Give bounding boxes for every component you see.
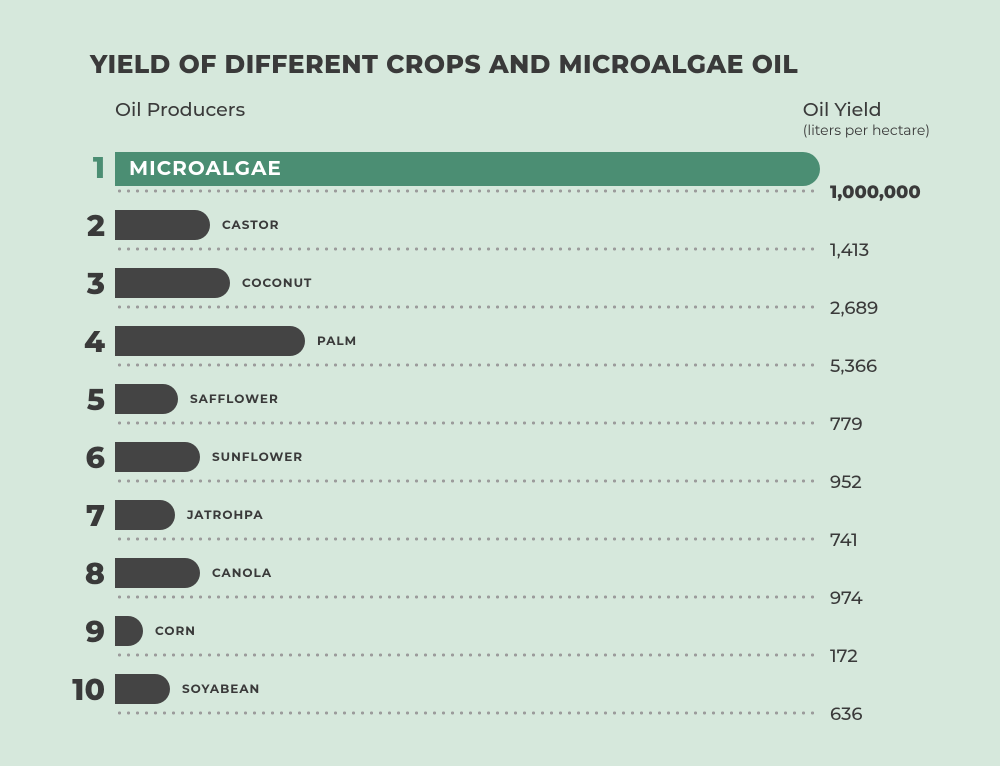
bar: SAFFLOWER — [115, 384, 178, 414]
rank-number: 5 — [60, 381, 105, 418]
bar-label: PALM — [317, 334, 357, 349]
bar: CORN — [115, 616, 143, 646]
column-headers: Oil Producers Oil Yield (liters per hect… — [60, 98, 940, 139]
bar-area: COCONUT — [115, 268, 820, 298]
bar-area: PALM — [115, 326, 820, 356]
bar-label: CORN — [155, 624, 196, 639]
dotted-divider — [115, 189, 820, 193]
header-yield: Oil Yield (liters per hectare) — [803, 98, 930, 139]
bar-label: SUNFLOWER — [212, 450, 303, 465]
bar: SUNFLOWER — [115, 442, 200, 472]
chart-row: 9 CORN 172 — [60, 613, 940, 671]
yield-value: 636 — [830, 703, 940, 725]
chart-title: YIELD OF DIFFERENT CROPS AND MICROALGAE … — [90, 50, 940, 80]
bar-area: SAFFLOWER — [115, 384, 820, 414]
bar: CANOLA — [115, 558, 200, 588]
header-yield-title: Oil Yield — [803, 98, 882, 121]
chart-row: 6 SUNFLOWER 952 — [60, 439, 940, 497]
chart-row: 3 COCONUT 2,689 — [60, 265, 940, 323]
rows-container: 1 MICROALGAE 1,000,000 2 CASTOR 1,413 3 COCONUT… — [60, 149, 940, 729]
chart-row: 1 MICROALGAE 1,000,000 — [60, 149, 940, 207]
rank-number: 2 — [60, 207, 105, 244]
rank-number: 4 — [60, 323, 105, 360]
yield-value: 5,366 — [830, 355, 940, 377]
dotted-divider — [115, 595, 820, 599]
bar-label: CANOLA — [212, 566, 272, 581]
dotted-divider — [115, 653, 820, 657]
yield-value: 1,000,000 — [830, 181, 940, 203]
rank-number: 7 — [60, 497, 105, 534]
dotted-divider — [115, 305, 820, 309]
rank-number: 1 — [60, 149, 105, 186]
yield-value: 779 — [830, 413, 940, 435]
rank-number: 8 — [60, 555, 105, 592]
header-producers: Oil Producers — [115, 98, 245, 139]
yield-value: 974 — [830, 587, 940, 609]
bar-label: COCONUT — [242, 276, 312, 291]
chart-row: 7 JATROHPA 741 — [60, 497, 940, 555]
chart-row: 5 SAFFLOWER 779 — [60, 381, 940, 439]
rank-number: 3 — [60, 265, 105, 302]
bar-label: SOYABEAN — [182, 682, 260, 697]
rank-number: 6 — [60, 439, 105, 476]
yield-value: 2,689 — [830, 297, 940, 319]
bar-label: MICROALGAE — [129, 157, 282, 181]
bar-area: MICROALGAE — [115, 152, 820, 182]
dotted-divider — [115, 421, 820, 425]
chart-row: 4 PALM 5,366 — [60, 323, 940, 381]
header-yield-subtitle: (liters per hectare) — [803, 121, 930, 139]
bar-area: CORN — [115, 616, 820, 646]
dotted-divider — [115, 363, 820, 367]
bar-label: CASTOR — [222, 218, 280, 233]
chart-row: 2 CASTOR 1,413 — [60, 207, 940, 265]
bar-area: CANOLA — [115, 558, 820, 588]
rank-number: 10 — [60, 671, 105, 708]
bar-label: SAFFLOWER — [190, 392, 279, 407]
rank-number: 9 — [60, 613, 105, 650]
bar-area: CASTOR — [115, 210, 820, 240]
bar: COCONUT — [115, 268, 230, 298]
bar-area: JATROHPA — [115, 500, 820, 530]
chart-row: 10 SOYABEAN 636 — [60, 671, 940, 729]
bar: PALM — [115, 326, 305, 356]
bar-area: SUNFLOWER — [115, 442, 820, 472]
yield-value: 952 — [830, 471, 940, 493]
dotted-divider — [115, 537, 820, 541]
yield-value: 1,413 — [830, 239, 940, 261]
bar: MICROALGAE — [115, 152, 820, 186]
dotted-divider — [115, 711, 820, 715]
yield-value: 172 — [830, 645, 940, 667]
bar: CASTOR — [115, 210, 210, 240]
dotted-divider — [115, 479, 820, 483]
chart-container: YIELD OF DIFFERENT CROPS AND MICROALGAE … — [0, 0, 1000, 766]
chart-row: 8 CANOLA 974 — [60, 555, 940, 613]
bar: SOYABEAN — [115, 674, 170, 704]
bar: JATROHPA — [115, 500, 175, 530]
bar-label: JATROHPA — [187, 508, 264, 523]
yield-value: 741 — [830, 529, 940, 551]
bar-area: SOYABEAN — [115, 674, 820, 704]
dotted-divider — [115, 247, 820, 251]
